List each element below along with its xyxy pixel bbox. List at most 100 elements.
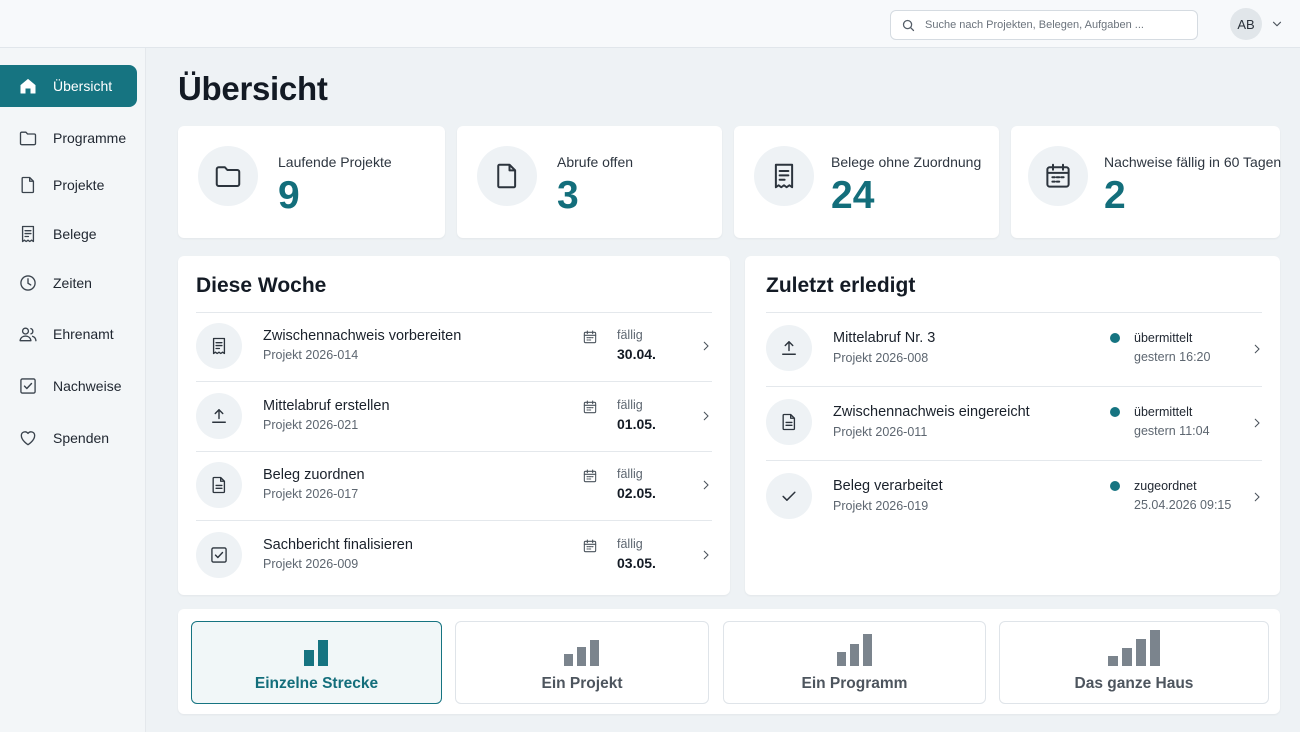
task-row[interactable]: Mittelabruf erstellen Projekt 2026-021 f…	[196, 381, 712, 451]
chevron-right-icon	[699, 478, 713, 492]
stat-label: Belege ohne Zuordnung	[831, 154, 982, 170]
due-date: 02.05.	[617, 485, 656, 501]
stat-icon-circle	[1028, 146, 1088, 206]
due-date: 01.05.	[617, 416, 656, 432]
scope-tab-ein-projekt[interactable]: Ein Projekt	[455, 621, 709, 704]
stat-icon-circle	[198, 146, 258, 206]
avatar-initials: AB	[1237, 16, 1255, 32]
scope-label: Ein Programm	[801, 675, 908, 692]
chevron-right-icon	[699, 409, 713, 423]
receipt-icon	[769, 161, 799, 191]
status-label: übermittelt	[1134, 405, 1193, 419]
status-time: gestern 16:20	[1134, 350, 1211, 364]
stat-value: 9	[278, 174, 300, 217]
upload-icon	[209, 406, 229, 426]
upload-icon	[779, 338, 799, 358]
task-row[interactable]: Zwischennachweis vorbereiten Projekt 202…	[196, 312, 712, 381]
task-row[interactable]: Beleg zuordnen Projekt 2026-017 fällig 0…	[196, 451, 712, 520]
due-date: 03.05.	[617, 555, 656, 571]
item-title: Zwischennachweis eingereicht	[833, 404, 1030, 420]
calendar-icon	[582, 329, 598, 345]
task-title: Beleg zuordnen	[263, 467, 365, 483]
task-title: Zwischennachweis vorbereiten	[263, 328, 462, 344]
task-project: Projekt 2026-021	[263, 418, 359, 432]
search-placeholder: Suche nach Projekten, Belegen, Aufgaben …	[925, 19, 1144, 31]
status-dot	[1110, 333, 1120, 343]
item-icon-circle	[766, 399, 812, 445]
document-icon	[209, 475, 229, 495]
task-icon-circle	[196, 532, 242, 578]
bar-chart-icon	[1108, 630, 1160, 666]
task-project: Projekt 2026-009	[263, 557, 359, 571]
status-label: übermittelt	[1134, 331, 1193, 345]
search-icon	[901, 18, 916, 33]
this-week-panel: Diese Woche Zwischennachweis vorbereiten…	[178, 256, 730, 595]
task-project: Projekt 2026-014	[263, 348, 359, 362]
stat-label: Laufende Projekte	[278, 154, 392, 170]
status-dot	[1110, 407, 1120, 417]
chevron-down-icon[interactable]	[1270, 17, 1284, 31]
search-input[interactable]: Suche nach Projekten, Belegen, Aufgaben …	[890, 10, 1198, 40]
sidebar-item-uebersicht[interactable]: Übersicht	[0, 65, 137, 107]
chevron-right-icon	[1250, 490, 1264, 504]
sidebar-item-label: Belege	[53, 226, 97, 242]
heart-icon	[18, 428, 38, 448]
scope-selector: Einzelne Strecke Ein Projekt Ein Program…	[178, 609, 1280, 714]
due-label: fällig	[617, 537, 643, 551]
item-icon-circle	[766, 325, 812, 371]
stat-value: 3	[557, 174, 579, 217]
sidebar-item-ehrenamt[interactable]: Ehrenamt	[0, 313, 137, 355]
sidebar-item-label: Ehrenamt	[53, 326, 114, 342]
scope-tab-das-ganze-haus[interactable]: Das ganze Haus	[999, 621, 1269, 704]
top-bar: Suche nach Projekten, Belegen, Aufgaben …	[0, 0, 1300, 48]
folder-icon	[213, 161, 243, 191]
clock-icon	[18, 273, 38, 293]
task-title: Mittelabruf erstellen	[263, 398, 390, 414]
chevron-right-icon	[1250, 342, 1264, 356]
recently-done-panel: Zuletzt erledigt Mittelabruf Nr. 3 Proje…	[745, 256, 1280, 595]
scope-tab-einzelne-strecke[interactable]: Einzelne Strecke	[191, 621, 442, 704]
sidebar-item-label: Programme	[53, 130, 127, 146]
list-item[interactable]: Zwischennachweis eingereicht Projekt 202…	[766, 386, 1262, 460]
calendar-icon	[582, 538, 598, 554]
stat-card-laufende-projekte[interactable]: Laufende Projekte 9	[178, 126, 445, 238]
scope-label: Einzelne Strecke	[254, 675, 379, 692]
task-row[interactable]: Sachbericht finalisieren Projekt 2026-00…	[196, 520, 712, 590]
sidebar-item-label: Projekte	[53, 177, 105, 193]
bar-chart-icon	[564, 640, 599, 666]
calendar-icon	[1043, 161, 1073, 191]
avatar[interactable]: AB	[1230, 8, 1262, 40]
item-project: Projekt 2026-008	[833, 351, 929, 365]
document-icon	[18, 175, 38, 195]
document-icon	[779, 412, 799, 432]
scope-tab-ein-programm[interactable]: Ein Programm	[723, 621, 986, 704]
sidebar-item-nachweise[interactable]: Nachweise	[0, 365, 137, 407]
check-icon	[779, 486, 799, 506]
sidebar-item-spenden[interactable]: Spenden	[0, 417, 137, 459]
stat-card-belege-ohne-zuordnung[interactable]: Belege ohne Zuordnung 24	[734, 126, 999, 238]
sidebar: Übersicht Programme Projekte Belege Zeit…	[0, 48, 146, 732]
stat-card-abrufe-offen[interactable]: Abrufe offen 3	[457, 126, 722, 238]
sidebar-item-label: Nachweise	[53, 378, 122, 394]
status-label: zugeordnet	[1134, 479, 1197, 493]
folder-icon	[18, 128, 38, 148]
users-icon	[18, 324, 38, 344]
sidebar-item-label: Zeiten	[53, 275, 92, 291]
sidebar-item-belege[interactable]: Belege	[0, 213, 137, 255]
list-item[interactable]: Beleg verarbeitet Projekt 2026-019 zugeo…	[766, 460, 1262, 534]
stat-card-nachweise-faellig[interactable]: Nachweise fällig in 60 Tagen 2	[1011, 126, 1281, 238]
status-time: 25.04.2026 09:15	[1134, 498, 1232, 512]
sidebar-item-programme[interactable]: Programme	[0, 117, 137, 159]
item-project: Projekt 2026-019	[833, 499, 929, 513]
sidebar-item-label: Übersicht	[53, 78, 113, 94]
stat-icon-circle	[477, 146, 537, 206]
list-item[interactable]: Mittelabruf Nr. 3 Projekt 2026-008 überm…	[766, 312, 1262, 386]
sidebar-item-zeiten[interactable]: Zeiten	[0, 262, 137, 304]
bar-chart-icon	[303, 640, 328, 666]
task-icon-circle	[196, 393, 242, 439]
sidebar-item-projekte[interactable]: Projekte	[0, 164, 137, 206]
due-label: fällig	[617, 467, 643, 481]
bar-chart-icon	[836, 634, 872, 666]
calendar-icon	[582, 399, 598, 415]
checkbox-icon	[209, 545, 229, 565]
